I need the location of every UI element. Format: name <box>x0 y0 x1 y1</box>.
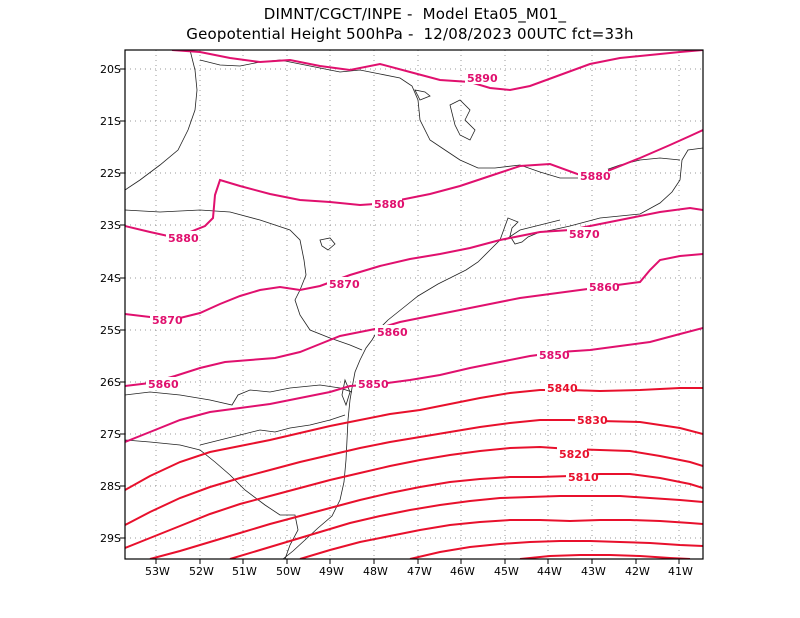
contour-5790 <box>299 519 703 559</box>
lat-tick-label: 26S <box>100 376 121 389</box>
contour-label: 5810 <box>568 471 599 484</box>
lat-tick-label: 27S <box>100 428 121 441</box>
lon-tick-label: 45W <box>494 565 519 578</box>
lat-tick-label: 28S <box>100 480 121 493</box>
map-title-line2: Geopotential Height 500hPa - 12/08/2023 … <box>186 25 634 43</box>
lon-tick-label: 51W <box>232 565 257 578</box>
lon-tick-label: 52W <box>189 565 214 578</box>
coastline-and-borders <box>125 50 703 559</box>
lat-tick-label: 24S <box>100 272 121 285</box>
lon-tick-label: 43W <box>581 565 606 578</box>
contour-5890-north <box>171 50 703 92</box>
lon-tick-label: 48W <box>363 565 388 578</box>
contour-label: 5820 <box>559 448 590 461</box>
lat-tick-label: 23S <box>100 219 121 232</box>
contour-5850 <box>125 327 703 443</box>
latitude-labels: 20S 21S 22S 23S 24S 25S 26S 27S 28S 29S <box>100 63 121 545</box>
contour-label: 5840 <box>547 382 578 395</box>
lon-tick-label: 42W <box>625 565 650 578</box>
contour-label: 5860 <box>148 378 179 391</box>
lon-tick-label: 46W <box>450 565 475 578</box>
lat-tick-label: 21S <box>100 115 121 128</box>
contour-label: 5870 <box>329 278 360 291</box>
lon-tick-label: 53W <box>145 565 170 578</box>
lat-tick-label: 25S <box>100 324 121 337</box>
contour-labels: 5890 5880 5880 5880 5870 5870 5870 5860 … <box>146 71 620 484</box>
tick-marks <box>120 68 680 564</box>
contour-label: 5850 <box>539 349 570 362</box>
map-frame <box>124 49 704 560</box>
contour-5860 <box>125 253 703 387</box>
longitude-labels: 53W 52W 51W 50W 49W 48W 47W 46W 45W 44W … <box>145 565 693 578</box>
lon-tick-label: 41W <box>668 565 693 578</box>
map-title-line1: DIMNT/CGCT/INPE - Model Eta05_M01_ <box>263 5 567 23</box>
contour-5780 <box>409 540 703 559</box>
lon-tick-label: 50W <box>276 565 301 578</box>
grid <box>125 50 703 559</box>
contour-label: 5870 <box>569 228 600 241</box>
lon-tick-label: 47W <box>407 565 432 578</box>
lon-tick-label: 44W <box>537 565 562 578</box>
contour-label: 5860 <box>377 326 408 339</box>
contour-5770 <box>519 554 691 559</box>
contour-label: 5880 <box>374 198 405 211</box>
contour-5810 <box>149 473 703 559</box>
height-contours <box>125 50 703 559</box>
contour-label: 5870 <box>152 314 183 327</box>
contour-label: 5830 <box>577 414 608 427</box>
contour-5840 <box>125 387 703 491</box>
lat-tick-label: 29S <box>100 532 121 545</box>
lat-tick-label: 22S <box>100 167 121 180</box>
contour-5870 <box>125 206 703 320</box>
contour-5800 <box>229 495 703 559</box>
contour-label: 5860 <box>589 281 620 294</box>
contour-5820 <box>125 445 703 549</box>
lat-tick-label: 20S <box>100 63 121 76</box>
lon-tick-label: 49W <box>319 565 344 578</box>
contour-label: 5880 <box>580 170 611 183</box>
contour-label: 5880 <box>168 232 199 245</box>
contour-label: 5890 <box>467 72 498 85</box>
contour-label: 5850 <box>358 378 389 391</box>
